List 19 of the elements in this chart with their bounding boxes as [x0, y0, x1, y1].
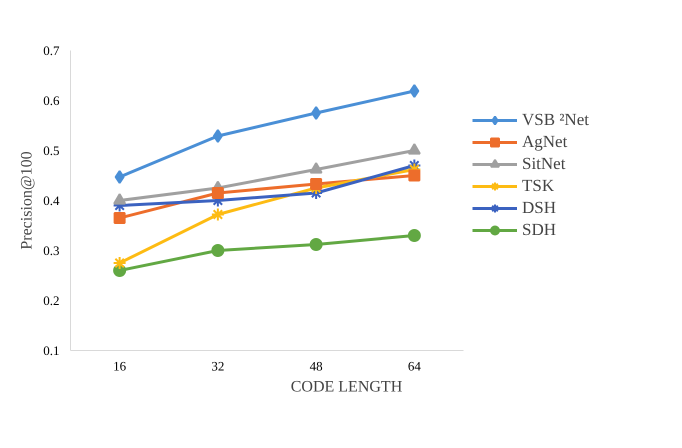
y-tick-label: 0.6 [43, 93, 60, 108]
x-tick-label: 64 [408, 358, 422, 374]
y-tick-label: 0.1 [43, 343, 60, 358]
y-tick-label: 0.4 [43, 193, 60, 208]
legend-label: VSB ²Net [522, 110, 589, 130]
legend-label: DSH [522, 198, 556, 218]
y-tick-label: 0.5 [43, 143, 60, 158]
y-tick-label: 0.2 [43, 293, 60, 308]
x-tick-label: 32 [211, 358, 224, 374]
y-tick-label: 0.3 [43, 243, 60, 258]
y-axis-title: Precision@100 [18, 151, 36, 250]
x-axis-title: CODE LENGTH [290, 378, 403, 396]
legend-label: SitNet [522, 154, 566, 174]
legend-label: TSK [522, 176, 554, 196]
x-tick-label: 48 [310, 358, 323, 374]
legend-label: AgNet [522, 132, 568, 152]
y-tick-label: 0.7 [43, 43, 60, 58]
legend-label: SDH [522, 220, 556, 240]
x-tick-label: 16 [113, 358, 127, 374]
